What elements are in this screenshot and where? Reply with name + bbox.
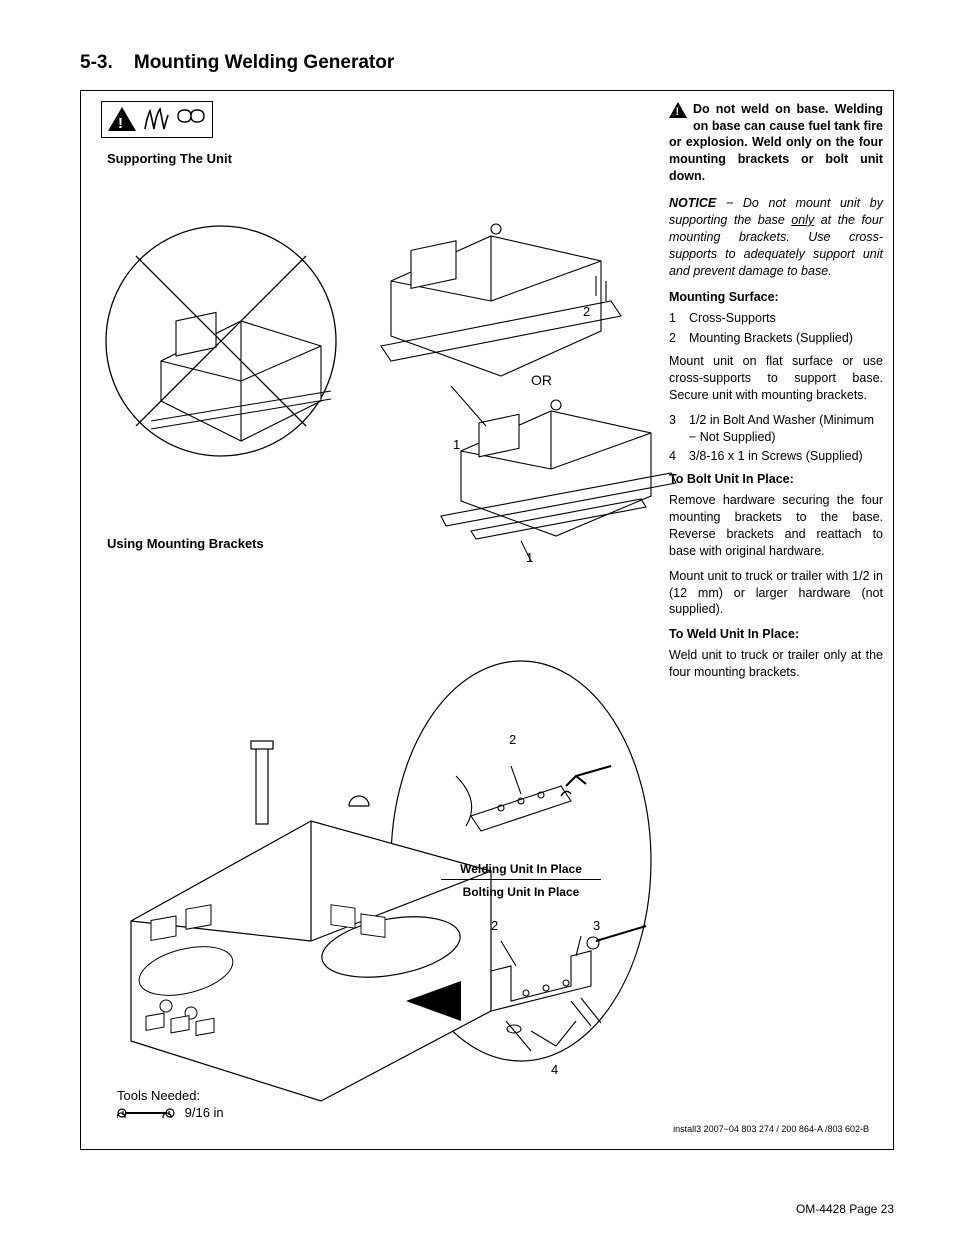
- callout-4-detail: 4: [551, 1061, 558, 1079]
- figure-brackets: 2 Welding Unit In Place Bolting Unit In …: [91, 571, 666, 1101]
- warning-triangle-icon: [108, 107, 136, 131]
- or-label: OR: [531, 371, 552, 390]
- bolting-detail-label: Bolting Unit In Place: [431, 884, 611, 900]
- item-text: Cross-Supports: [689, 310, 883, 327]
- list-item: 1 Cross-Supports: [669, 310, 883, 327]
- goggles-icon: [176, 106, 206, 133]
- item-text: Mounting Brackets (Supplied): [689, 330, 883, 347]
- mounting-surface-heading: Mounting Surface:: [669, 289, 883, 306]
- item-text: 1/2 in Bolt And Washer (Minimum − Not Su…: [689, 412, 883, 446]
- content-frame: Supporting The Unit: [80, 90, 894, 1150]
- supporting-heading: Supporting The Unit: [107, 150, 651, 168]
- brackets-heading: Using Mounting Brackets: [107, 535, 264, 553]
- section-title: 5-3. Mounting Welding Generator: [80, 50, 894, 76]
- callout-1-lower: 1: [526, 549, 533, 567]
- item-number: 2: [669, 330, 689, 347]
- parts-list-2: 3 1/2 in Bolt And Washer (Minimum − Not …: [669, 412, 883, 466]
- notice-prefix: NOTICE: [669, 196, 716, 210]
- weld-heading: To Weld Unit In Place:: [669, 626, 883, 643]
- instruction-column: Do not weld on base. Welding on base can…: [669, 101, 883, 689]
- callout-2-detail-top: 2: [509, 731, 516, 749]
- para-bolt-1: Remove hardware securing the four mounti…: [669, 492, 883, 560]
- bolt-heading: To Bolt Unit In Place:: [669, 471, 883, 488]
- tool-size: 9/16 in: [185, 1105, 224, 1120]
- detail-divider: [441, 879, 601, 880]
- tools-needed: Tools Needed: 9/16 in: [117, 1087, 224, 1123]
- figure-region: Supporting The Unit: [91, 101, 651, 1141]
- item-number: 1: [669, 310, 689, 327]
- list-item: 3 1/2 in Bolt And Washer (Minimum − Not …: [669, 412, 883, 446]
- section-title-text: Mounting Welding Generator: [134, 52, 394, 73]
- para-bolt-2: Mount unit to truck or trailer with 1/2 …: [669, 568, 883, 619]
- item-number: 4: [669, 448, 689, 465]
- welding-detail-label: Welding Unit In Place: [431, 861, 611, 877]
- parts-list-1: 1 Cross-Supports 2 Mounting Brackets (Su…: [669, 310, 883, 347]
- para-mount-surface: Mount unit on flat surface or use cross-…: [669, 353, 883, 404]
- callout-3-detail: 3: [593, 917, 600, 935]
- list-item: 2 Mounting Brackets (Supplied): [669, 330, 883, 347]
- warning-triangle-small-icon: [669, 102, 687, 118]
- callout-2-detail-bot: 2: [491, 917, 498, 935]
- page-footer: OM-4428 Page 23: [796, 1201, 894, 1217]
- callout-2-upper: 2: [583, 303, 590, 321]
- warning-text: Do not weld on base. Welding on base can…: [669, 102, 883, 184]
- para-weld: Weld unit to truck or trailer only at th…: [669, 647, 883, 681]
- notice-only-word: only: [791, 213, 814, 227]
- item-text: 3/8-16 x 1 in Screws (Supplied): [689, 448, 883, 465]
- flame-icon: [142, 107, 170, 131]
- figure-supporting: 2 OR 1 1: [91, 191, 651, 521]
- hazard-icon-row: [101, 101, 213, 138]
- notice-block: NOTICE − Do not mount unit by supporting…: [669, 195, 883, 279]
- callout-1-upper: 1: [453, 436, 460, 454]
- warning-block: Do not weld on base. Welding on base can…: [669, 101, 883, 185]
- list-item: 4 3/8-16 x 1 in Screws (Supplied): [669, 448, 883, 465]
- reference-code: install3 2007−04 803 274 / 200 864-A /80…: [673, 1123, 869, 1135]
- section-number: 5-3.: [80, 52, 113, 73]
- wrench-icon: [117, 1105, 175, 1123]
- item-number: 3: [669, 412, 689, 446]
- tools-needed-label: Tools Needed:: [117, 1087, 224, 1105]
